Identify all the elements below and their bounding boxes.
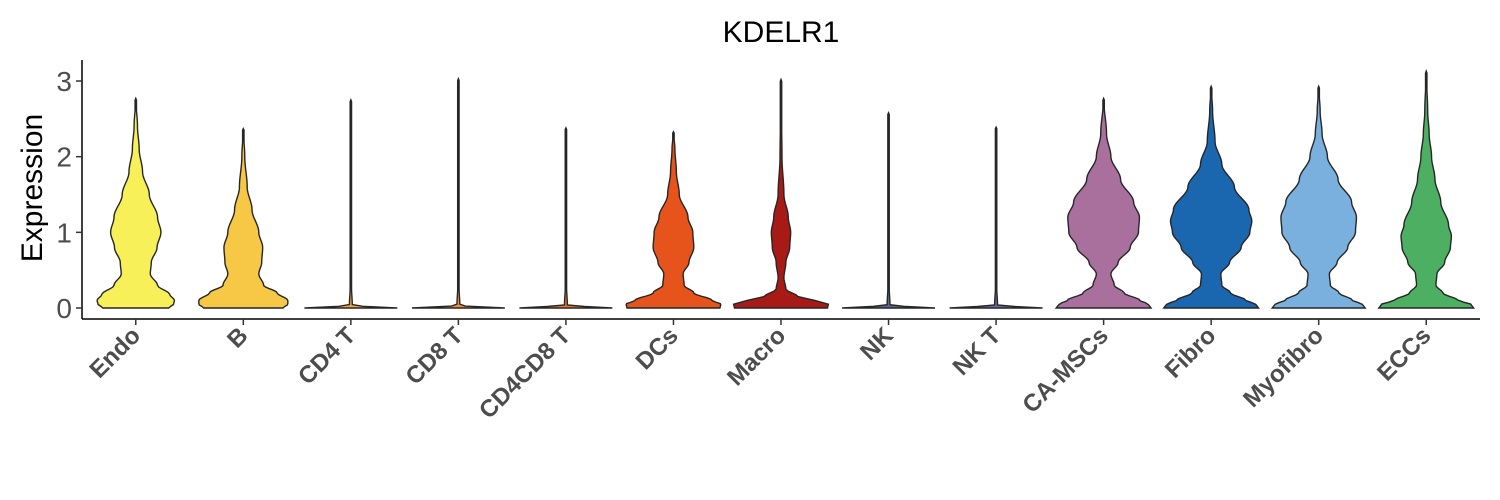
violin-cd4-t (304, 98, 398, 309)
violin-macro (732, 77, 830, 309)
y-tick-label: 0 (56, 293, 72, 324)
x-tick-label: B (222, 322, 253, 353)
violin-eccs (1377, 69, 1476, 309)
violin-cd8-t (411, 76, 505, 309)
chart-title: KDELR1 (723, 16, 840, 49)
violin-cd4cd8-t (519, 126, 613, 309)
x-tick-label: Macro (722, 322, 791, 391)
violin-nk (842, 111, 936, 309)
x-ticks-group: Endo B CD4 T CD8 T CD4CD8 T DCs Macro NK NK T CA-… (84, 319, 1436, 424)
violin-b (198, 127, 289, 309)
violin-dcs (625, 130, 722, 309)
violin-ca-mscs (1054, 96, 1153, 309)
x-tick-label: NK (855, 322, 899, 366)
violin-fibro (1162, 84, 1260, 309)
violin-myofibro (1270, 84, 1367, 309)
x-tick-label: NK T (948, 322, 1007, 381)
x-tick-label: Fibro (1160, 322, 1222, 384)
y-tick-label: 1 (56, 217, 72, 248)
x-tick-label: CD4CD8 T (474, 322, 576, 424)
x-tick-label: ECCs (1372, 322, 1436, 386)
y-ticks-group: 0 1 2 3 (56, 66, 82, 324)
violin-nk-t (949, 125, 1043, 309)
x-tick-label: Endo (84, 322, 146, 384)
x-tick-label: CD4 T (293, 322, 361, 390)
x-tick-label: DCs (631, 322, 684, 375)
violin-endo (96, 96, 176, 309)
y-axis-label: Expression (16, 114, 49, 262)
x-tick-label: CA-MSCs (1017, 322, 1113, 418)
violins-group (96, 69, 1476, 309)
x-tick-label: CD8 T (401, 322, 469, 390)
y-tick-label: 3 (56, 66, 72, 97)
y-tick-label: 2 (56, 142, 72, 173)
x-tick-label: Myofibro (1238, 322, 1329, 413)
